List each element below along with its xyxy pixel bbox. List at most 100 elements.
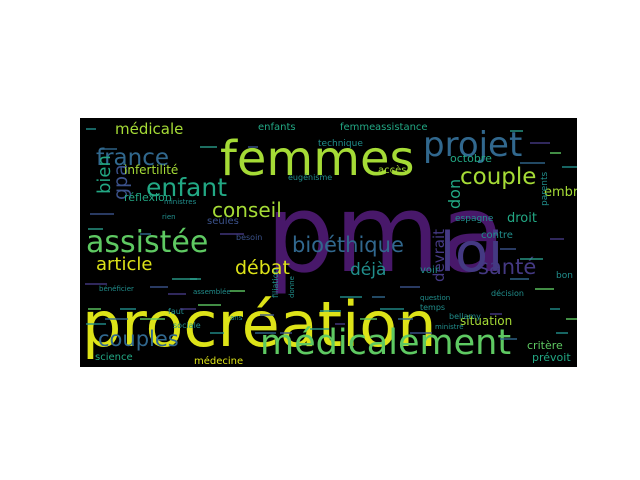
filler-word-mark — [510, 130, 523, 132]
filler-word-mark — [410, 332, 432, 334]
word-situation: situation — [460, 314, 512, 328]
word-prevoit: prévoit — [532, 351, 571, 364]
filler-word-mark — [180, 308, 196, 310]
filler-word-mark — [248, 146, 258, 148]
word-decision: décision — [491, 288, 524, 298]
filler-word-mark — [360, 318, 377, 320]
word-pma: pma — [266, 172, 506, 297]
filler-word-mark — [562, 166, 577, 168]
filler-word-mark — [210, 332, 224, 334]
word-medicalement: médicalement — [260, 323, 511, 363]
word-droit: droit — [507, 211, 537, 226]
word-donne: donne — [288, 276, 296, 298]
filler-word-mark — [520, 162, 545, 164]
word-beneficier: bénéficier — [99, 285, 134, 293]
word-femmes: femmes — [220, 131, 414, 187]
word-reflexion: réflexion — [124, 191, 172, 204]
word-couple: couple — [460, 164, 536, 190]
word-conseil: conseil — [212, 198, 282, 222]
filler-word-mark — [85, 283, 107, 285]
filler-word-mark — [490, 313, 502, 315]
filler-word-mark — [310, 328, 329, 330]
word-don: don — [445, 179, 464, 209]
word-voir: voir — [420, 265, 440, 276]
filler-word-mark — [198, 304, 221, 306]
word-cloud-canvas: procréation pma femmes loi projet médicalemen… — [80, 118, 577, 367]
word-bon: bon — [556, 271, 573, 281]
filler-word-mark — [90, 213, 114, 215]
filler-word-mark — [260, 314, 274, 316]
filler-word-mark — [88, 308, 101, 310]
word-infertilite: infertilité — [124, 163, 178, 177]
word-besoin: besoin — [236, 233, 262, 242]
filler-word-mark — [550, 238, 564, 240]
filler-word-mark — [255, 332, 276, 334]
word-assistee: assistée — [86, 225, 208, 260]
word-espagne: espagne — [455, 214, 494, 224]
word-eugenisme: eugénisme — [288, 172, 332, 182]
filler-word-mark — [320, 310, 341, 312]
word-technique: technique — [318, 139, 363, 149]
word-devrait: devrait — [430, 229, 448, 282]
filler-word-mark — [140, 318, 165, 320]
word-acces: accès — [378, 164, 407, 176]
filler-word-mark — [200, 146, 217, 148]
filler-word-mark — [500, 248, 516, 250]
filler-word-mark — [172, 278, 197, 280]
filler-word-mark — [530, 142, 550, 144]
word-bioethique: bioéthique — [292, 233, 404, 257]
filler-word-mark — [190, 278, 201, 280]
word-critere: critère — [527, 339, 563, 352]
filler-word-mark — [280, 332, 292, 334]
filler-word-mark — [550, 308, 560, 310]
filler-word-mark — [556, 332, 568, 334]
filler-word-mark — [340, 296, 362, 298]
filler-word-mark — [88, 228, 103, 230]
filler-word-mark — [500, 338, 517, 340]
filler-word-mark — [398, 318, 413, 320]
word-assemblee: assemblée — [193, 288, 231, 296]
filler-word-mark — [566, 318, 577, 320]
word-medicale: médicale — [115, 120, 183, 138]
word-parents: parents — [540, 171, 550, 206]
word-deja: déjà — [350, 260, 386, 280]
word-medecine: médecine — [194, 355, 243, 367]
filler-word-mark — [380, 308, 404, 310]
word-ministres: ministres — [164, 198, 197, 206]
word-bien: bien — [94, 155, 115, 194]
word-couples: couples — [98, 327, 179, 351]
word-article: article — [96, 254, 152, 275]
word-enfants: enfants — [258, 122, 296, 133]
filler-word-mark — [168, 293, 186, 295]
filler-word-mark — [86, 323, 106, 325]
word-embryons: embryons — [544, 185, 577, 200]
word-bellamy: bellamy — [449, 312, 481, 321]
word-faut: faut — [168, 307, 184, 316]
filler-word-mark — [400, 286, 420, 288]
filler-word-mark — [335, 323, 345, 325]
word-debat: débat — [235, 257, 290, 279]
word-enfant: enfant — [146, 173, 227, 202]
filler-word-mark — [105, 318, 128, 320]
word-femme: femme — [340, 122, 375, 133]
word-question: question — [420, 294, 450, 302]
filler-word-mark — [86, 128, 96, 130]
word-loi: loi — [440, 221, 503, 284]
word-ans: ans — [230, 314, 243, 322]
filler-word-mark — [120, 308, 136, 310]
filler-word-mark — [510, 278, 529, 280]
word-octobre: octobre — [450, 152, 492, 165]
word-sociale: sociale — [173, 321, 201, 330]
filler-word-mark — [230, 290, 245, 292]
word-seules: seules — [207, 216, 239, 227]
word-procreation: procréation — [82, 288, 437, 361]
word-temps: temps — [420, 303, 445, 312]
word-contre: contre — [481, 230, 513, 241]
word-gpa: gpa — [110, 164, 132, 200]
filler-word-mark — [372, 296, 385, 298]
filler-word-mark — [150, 286, 168, 288]
filler-word-mark — [100, 148, 117, 150]
filler-word-mark — [220, 233, 244, 235]
filler-word-mark — [550, 152, 561, 154]
